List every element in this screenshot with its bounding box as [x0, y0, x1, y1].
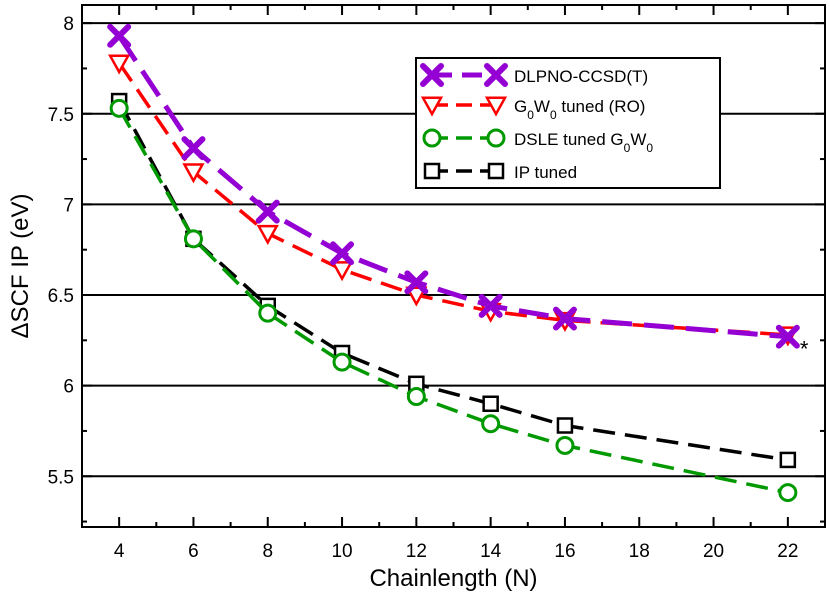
- legend-label: DLPNO-CCSD(T): [514, 67, 648, 86]
- marker-square: [423, 162, 441, 180]
- x-tick-label: 16: [554, 541, 575, 562]
- x-axis-label: Chainlength (N): [369, 565, 537, 592]
- marker-x: [775, 324, 800, 349]
- x-tick-label: 8: [262, 541, 273, 562]
- y-tick-label: 6.5: [48, 286, 74, 307]
- y-tick-label: 8: [63, 14, 74, 35]
- marker-triangle: [182, 163, 205, 184]
- marker-x: [255, 199, 280, 224]
- marker-x: [404, 270, 429, 295]
- marker-circle: [778, 483, 798, 503]
- legend-text-part: DLPNO-CCSD(T): [514, 67, 648, 86]
- legend-label: G0W0 tuned (RO): [514, 97, 645, 122]
- marker-x: [478, 293, 503, 318]
- marker-x: [181, 136, 206, 161]
- legend-label: DSLE tuned G0W0: [514, 130, 653, 155]
- marker-circle: [183, 229, 203, 249]
- plot-series: [107, 23, 800, 503]
- marker-circle: [486, 128, 506, 148]
- legend-subscript: 0: [624, 141, 631, 155]
- marker-triangle: [484, 96, 508, 117]
- marker-triangle: [256, 224, 279, 245]
- axis-ticks: 5.5 6 6.5 7 7.5 8 4 6 8 10 12 14 16 18 20 22: [48, 5, 826, 562]
- series-line: [117, 34, 789, 340]
- legend: DLPNO-CCSD(T)G0W0 tuned (RO)DSLE tuned G…: [415, 57, 721, 189]
- marker-x: [107, 23, 132, 48]
- x-tick-label: 6: [188, 541, 199, 562]
- legend-text-part: W: [534, 97, 550, 116]
- legend-subscript: 0: [646, 141, 653, 155]
- legend-label: IP tuned: [514, 163, 577, 182]
- marker-circle: [555, 435, 575, 455]
- marker-triangle: [330, 261, 354, 282]
- series-line: [117, 107, 789, 495]
- marker-square: [556, 417, 574, 434]
- legend-text-part: G: [514, 97, 527, 116]
- legend-text-part: IP tuned: [514, 163, 577, 182]
- legend-box: [415, 57, 721, 189]
- x-tick-label: 10: [331, 541, 352, 562]
- series-1: [107, 23, 800, 349]
- series-line: [117, 62, 788, 337]
- legend-subscript: 0: [550, 108, 557, 122]
- x-tick-label: 14: [480, 541, 502, 562]
- marker-x: [552, 306, 577, 331]
- y-tick-label: 7.5: [48, 105, 74, 126]
- marker-triangle: [108, 54, 131, 75]
- legend-entry: DSLE tuned G0W0: [422, 128, 653, 155]
- legend-entry: IP tuned: [423, 162, 577, 182]
- marker-square: [487, 162, 505, 180]
- legend-subscript: 0: [527, 108, 534, 122]
- y-tick-label: 6: [63, 377, 74, 398]
- x-tick-label: 4: [114, 541, 125, 562]
- marker-x: [484, 63, 508, 87]
- y-axis-label: ΔSCF IP (eV): [7, 194, 34, 339]
- marker-circle: [481, 414, 501, 434]
- marker-circle: [406, 387, 426, 406]
- x-tick-label: 12: [406, 541, 427, 562]
- legend-entry: DLPNO-CCSD(T): [420, 63, 648, 87]
- marker-triangle: [405, 286, 428, 307]
- marker-triangle: [420, 96, 444, 117]
- marker-square: [779, 451, 797, 469]
- legend-entry: G0W0 tuned (RO): [420, 96, 645, 122]
- marker-x: [420, 63, 444, 87]
- x-tick-label: 18: [629, 541, 650, 562]
- y-tick-label: 7: [63, 195, 74, 216]
- marker-square: [482, 395, 499, 412]
- marker-circle: [258, 303, 278, 323]
- annotation-asterisk: *: [800, 337, 809, 362]
- marker-circle: [109, 98, 129, 118]
- marker-x: [330, 241, 355, 266]
- x-tick-label: 22: [777, 541, 798, 562]
- marker-circle: [332, 352, 352, 372]
- legend-text-part: W: [630, 130, 646, 149]
- legend-text-part: DSLE tuned G: [514, 130, 624, 149]
- marker-circle: [422, 128, 442, 148]
- x-tick-label: 20: [703, 541, 724, 562]
- series-3: [109, 98, 798, 503]
- y-tick-label: 5.5: [48, 467, 74, 488]
- legend-text-part: tuned (RO): [557, 97, 646, 116]
